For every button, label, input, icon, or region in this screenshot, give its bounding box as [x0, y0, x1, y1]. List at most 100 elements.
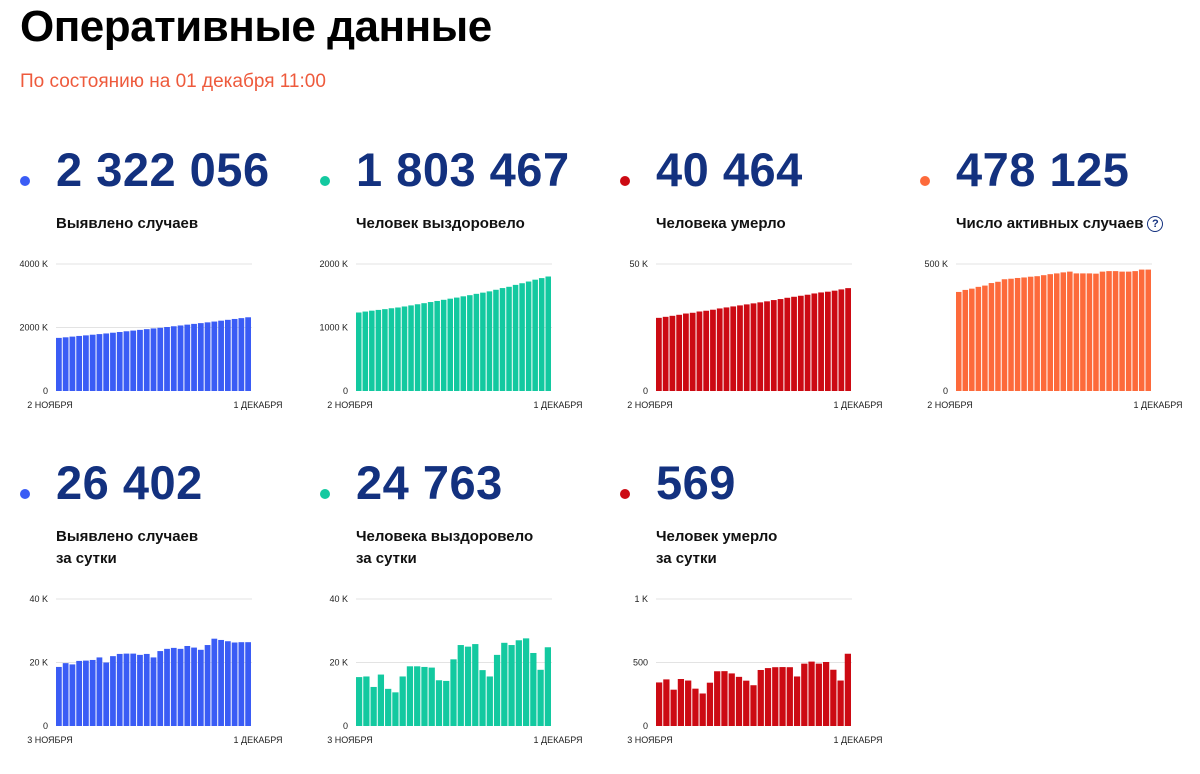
bar — [1093, 273, 1099, 391]
bar — [392, 692, 399, 726]
y-tick-label: 0 — [43, 386, 48, 396]
stat-label-line: Человек выздоровело — [356, 215, 525, 232]
x-tick-label-start: 2 НОЯБРЯ — [927, 400, 973, 410]
bar — [464, 646, 472, 727]
bar — [414, 304, 421, 391]
bar — [76, 335, 83, 391]
bar — [103, 333, 110, 391]
bar — [1145, 269, 1151, 391]
bar — [764, 668, 772, 726]
stat-card: 2 322 056 Выявлено случаев 0 2000 K 4000 K 2 … — [19, 143, 300, 446]
bar — [692, 688, 699, 726]
bar — [421, 303, 427, 391]
bar — [1138, 269, 1145, 391]
bar — [538, 278, 545, 391]
bar — [83, 335, 89, 391]
bar — [530, 652, 537, 726]
bar — [191, 647, 197, 726]
bar — [170, 647, 177, 726]
stat-label: Человека умерло — [656, 213, 786, 235]
bar — [231, 642, 238, 726]
x-tick-label-end: 1 ДЕКАБРЯ — [1133, 400, 1182, 410]
bar — [525, 281, 532, 391]
bar — [62, 663, 69, 726]
bar — [434, 300, 440, 391]
bar — [62, 337, 69, 391]
bar — [737, 305, 743, 391]
y-tick-label: 0 — [643, 721, 648, 731]
bar — [962, 289, 969, 391]
bar — [703, 310, 710, 391]
bar — [1008, 278, 1014, 391]
x-tick-label-end: 1 ДЕКАБРЯ — [833, 400, 882, 410]
x-tick-label-end: 1 ДЕКАБРЯ — [533, 735, 582, 745]
stat-value: 1 803 467 — [356, 143, 570, 196]
y-tick-label: 0 — [343, 386, 348, 396]
bar — [184, 324, 191, 391]
stat-card: 478 125 Число активных случаев? 0 500 K 2 НО… — [920, 143, 1200, 446]
bar — [537, 669, 544, 726]
bar-chart: 0 50 K 2 НОЯБРЯ 1 ДЕКАБРЯ — [627, 259, 882, 410]
bar — [801, 663, 808, 726]
stat-card: 569 Человек умерло за сутки 0 500 1 K 3 НОЯБРЯ… — [620, 456, 900, 759]
x-tick-label-start: 3 НОЯБРЯ — [327, 735, 373, 745]
bar — [191, 323, 197, 391]
bar — [838, 289, 845, 391]
bar — [656, 682, 663, 726]
bar — [714, 671, 721, 726]
bar — [830, 669, 837, 726]
bar — [1106, 271, 1112, 391]
bar — [184, 645, 191, 726]
bullet-dot-icon — [920, 176, 930, 186]
bar — [421, 666, 428, 726]
bar — [656, 317, 662, 391]
bar — [706, 682, 714, 726]
bar — [1027, 276, 1034, 391]
bar — [1067, 271, 1073, 391]
stat-label-line: за сутки — [656, 550, 717, 567]
bar — [663, 679, 670, 726]
y-tick-label: 50 K — [629, 259, 648, 269]
y-tick-label: 0 — [343, 721, 348, 731]
bar — [137, 654, 143, 726]
bar — [457, 645, 464, 726]
question-circle-icon[interactable]: ? — [1147, 216, 1164, 232]
bar — [824, 291, 831, 391]
bar — [1014, 277, 1021, 391]
bar — [822, 661, 830, 726]
bar — [385, 688, 392, 726]
bar — [197, 649, 204, 726]
bar — [440, 299, 447, 391]
bar — [764, 301, 770, 391]
bar-chart: 0 20 K 40 K 3 НОЯБРЯ 1 ДЕКАБРЯ — [27, 594, 282, 745]
y-tick-label: 1 K — [634, 594, 648, 604]
bar — [414, 666, 421, 726]
bar-chart: 0 1000 K 2000 K 2 НОЯБРЯ 1 ДЕКАБРЯ — [319, 259, 582, 410]
bar — [460, 296, 467, 391]
stat-card: 40 464 Человека умерло 0 50 K 2 НОЯБРЯ 1 ДЕКА… — [620, 143, 900, 446]
bullet-dot-icon — [320, 489, 330, 499]
bar — [224, 319, 231, 391]
bar — [427, 302, 434, 391]
bar — [123, 331, 130, 391]
bar — [1099, 271, 1106, 391]
bar — [382, 309, 388, 391]
bar — [447, 298, 453, 391]
bar — [791, 296, 797, 391]
bar — [137, 329, 143, 391]
stat-label-line: Выявлено случаев — [56, 215, 199, 232]
bar — [110, 656, 116, 726]
y-tick-label: 0 — [943, 386, 948, 396]
bar — [486, 291, 493, 391]
x-tick-label-start: 3 НОЯБРЯ — [27, 735, 73, 745]
x-tick-label-end: 1 ДЕКАБРЯ — [833, 735, 882, 745]
bar — [831, 290, 838, 391]
bar — [844, 653, 851, 726]
bar — [1054, 273, 1060, 391]
bar — [479, 670, 486, 726]
bar — [103, 662, 110, 726]
bar — [150, 657, 157, 726]
bar — [76, 660, 83, 726]
bar — [123, 653, 130, 726]
stat-card: 1 803 467 Человек выздоровело 0 1000 K 2000 … — [319, 143, 600, 446]
